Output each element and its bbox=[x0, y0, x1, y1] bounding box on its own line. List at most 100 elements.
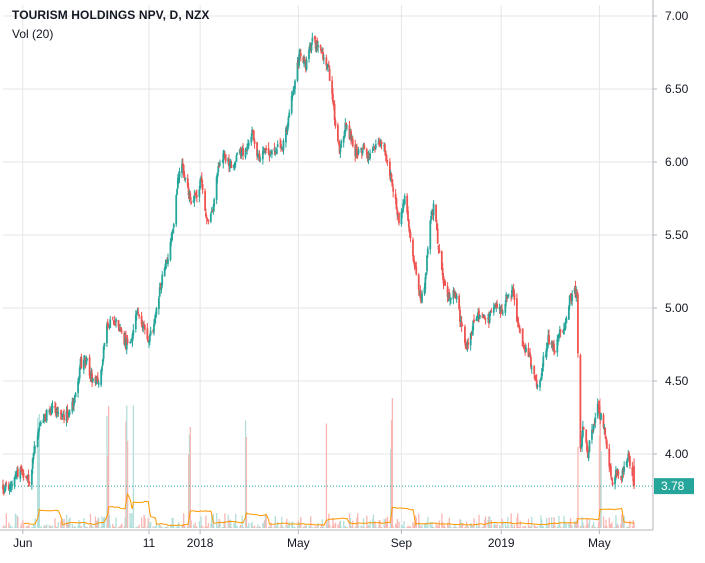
candle-body bbox=[285, 128, 287, 143]
candle-body bbox=[28, 481, 31, 484]
volume-bar bbox=[285, 525, 287, 528]
volume-bar bbox=[2, 526, 4, 528]
volume-bar bbox=[150, 521, 152, 528]
candle-body bbox=[36, 435, 39, 448]
candle-body bbox=[373, 147, 376, 149]
volume-bar bbox=[360, 525, 362, 528]
candle-body bbox=[426, 248, 429, 255]
candle-body bbox=[407, 210, 409, 221]
volume-bar bbox=[14, 513, 17, 528]
candle-body bbox=[488, 313, 491, 323]
candle-body bbox=[593, 423, 596, 426]
candle-body bbox=[22, 473, 25, 477]
candle-body bbox=[86, 359, 89, 361]
volume-bar bbox=[115, 517, 117, 528]
candle-body bbox=[62, 413, 65, 415]
candle-body bbox=[250, 136, 253, 143]
volume-bar bbox=[230, 519, 232, 528]
volume-bar bbox=[146, 526, 149, 528]
volume-bar bbox=[431, 522, 433, 528]
volume-bar bbox=[334, 522, 337, 528]
candle-body bbox=[199, 179, 202, 189]
volume-bar bbox=[240, 526, 243, 528]
candle-body bbox=[337, 142, 340, 144]
candle-body bbox=[21, 469, 23, 471]
candle-body bbox=[73, 395, 76, 403]
volume-bar bbox=[402, 526, 404, 528]
candle-body bbox=[211, 210, 214, 212]
volume-bar bbox=[79, 523, 81, 528]
volume-bar bbox=[248, 522, 250, 528]
volume-bar bbox=[493, 524, 495, 528]
volume-bar bbox=[271, 526, 273, 528]
candle-body bbox=[117, 319, 120, 327]
candle-body bbox=[80, 356, 83, 368]
candle-body bbox=[365, 149, 368, 155]
volume-bar bbox=[216, 513, 218, 528]
volume-bar bbox=[326, 525, 328, 528]
candle-body bbox=[633, 465, 635, 487]
volume-bar bbox=[112, 526, 115, 528]
volume-bar bbox=[333, 524, 335, 528]
candle-body bbox=[357, 149, 360, 154]
volume-bar bbox=[421, 525, 423, 528]
volume-bar bbox=[396, 518, 398, 528]
volume-bar bbox=[241, 515, 243, 528]
candle-body bbox=[548, 335, 550, 344]
candle-body bbox=[478, 310, 480, 317]
candle-body bbox=[287, 117, 290, 127]
candle-body bbox=[476, 318, 479, 320]
candle-body bbox=[95, 378, 98, 385]
volume-bar bbox=[108, 515, 111, 528]
volume-bar bbox=[317, 522, 319, 528]
volume-bar bbox=[495, 526, 497, 528]
volume-bar bbox=[119, 526, 121, 528]
candle-body bbox=[66, 409, 69, 418]
volume-bar bbox=[262, 522, 264, 528]
volume-bar bbox=[102, 525, 104, 528]
volume-bar bbox=[608, 517, 610, 528]
volume-bar bbox=[373, 526, 375, 528]
volume-bar bbox=[408, 526, 410, 528]
volume-bar bbox=[571, 526, 573, 528]
volume-bar bbox=[143, 514, 145, 528]
candle-body bbox=[45, 410, 48, 421]
candle-body bbox=[540, 373, 543, 380]
candle-body bbox=[244, 149, 247, 158]
candle-body bbox=[73, 402, 75, 407]
volume-bar bbox=[303, 526, 305, 528]
volume-bar bbox=[611, 522, 613, 528]
volume-bar bbox=[478, 514, 480, 528]
volume-bar bbox=[235, 526, 238, 528]
candle-body bbox=[169, 242, 172, 260]
volume-bar bbox=[420, 526, 422, 528]
candle-body bbox=[525, 347, 527, 353]
volume-bar bbox=[85, 526, 88, 528]
x-tick-label: May bbox=[588, 536, 611, 550]
candle-body bbox=[600, 413, 602, 420]
volume-bar bbox=[357, 513, 359, 528]
volume-bar bbox=[385, 521, 388, 528]
volume-bar bbox=[505, 526, 507, 528]
volume-bar bbox=[404, 526, 406, 528]
volume-bar bbox=[564, 526, 567, 528]
candle-body bbox=[158, 287, 161, 297]
candle-body bbox=[315, 41, 318, 51]
volume-bar bbox=[418, 523, 421, 528]
volume-bar bbox=[263, 519, 266, 528]
candle-body bbox=[11, 483, 13, 486]
candle-body bbox=[425, 272, 428, 276]
candle-body bbox=[539, 380, 541, 388]
volume-bar bbox=[327, 519, 329, 528]
candle-body bbox=[271, 150, 273, 155]
candle-body bbox=[628, 452, 630, 457]
volume-bar bbox=[602, 516, 605, 528]
candle-body bbox=[205, 212, 207, 217]
candle-body bbox=[279, 142, 282, 144]
candle-body bbox=[458, 295, 461, 309]
volume-bar bbox=[15, 526, 17, 528]
candle-body bbox=[120, 327, 122, 330]
volume-bar bbox=[362, 527, 364, 528]
